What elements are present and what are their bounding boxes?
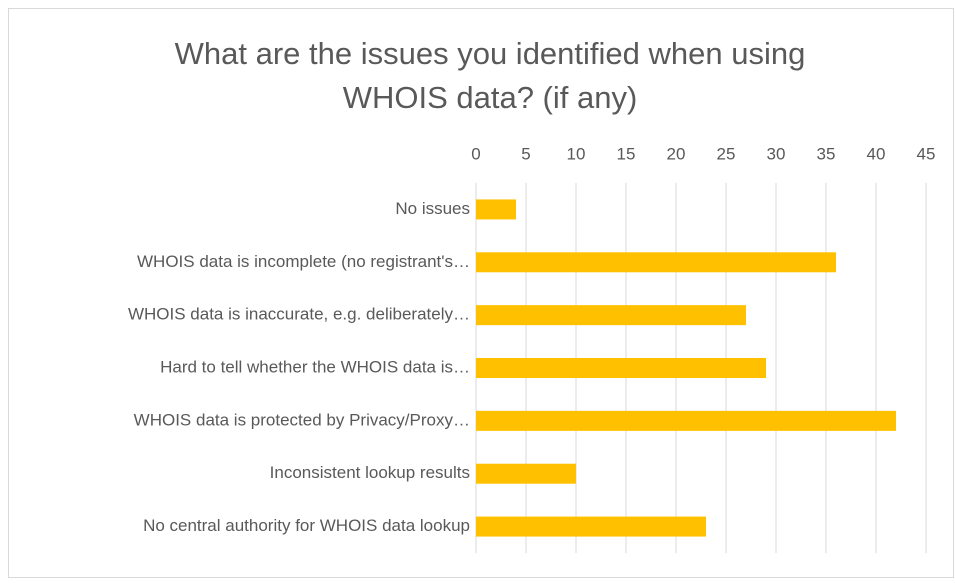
x-tick-label: 5 (521, 144, 530, 163)
bar (476, 199, 516, 220)
chart-title: What are the issues you identified when … (175, 36, 806, 71)
bar (476, 410, 896, 431)
y-tick-label: WHOIS data is protected by Privacy/Proxy… (134, 410, 470, 429)
bar (476, 516, 706, 537)
y-tick-label: WHOIS data is incomplete (no registrant'… (137, 252, 470, 271)
x-tick-label: 40 (867, 144, 886, 163)
x-tick-label: 20 (667, 144, 686, 163)
bar (476, 358, 766, 378)
bar (476, 305, 746, 326)
y-tick-label: No central authority for WHOIS data look… (143, 516, 470, 535)
y-tick-label: Inconsistent lookup results (270, 463, 470, 482)
x-tick-label: 0 (471, 144, 480, 163)
x-tick-label: 45 (917, 144, 936, 163)
x-tick-label: 35 (817, 144, 836, 163)
chart-title: WHOIS data? (if any) (343, 80, 638, 115)
x-tick-label: 25 (717, 144, 736, 163)
y-tick-label: Hard to tell whether the WHOIS data is… (160, 357, 470, 376)
x-tick-label: 10 (567, 144, 586, 163)
bar (476, 463, 576, 484)
x-tick-label: 30 (767, 144, 786, 163)
x-tick-label: 15 (617, 144, 636, 163)
bar (476, 252, 836, 273)
y-tick-label: No issues (395, 199, 470, 218)
y-tick-label: WHOIS data is inaccurate, e.g. deliberat… (128, 305, 470, 324)
